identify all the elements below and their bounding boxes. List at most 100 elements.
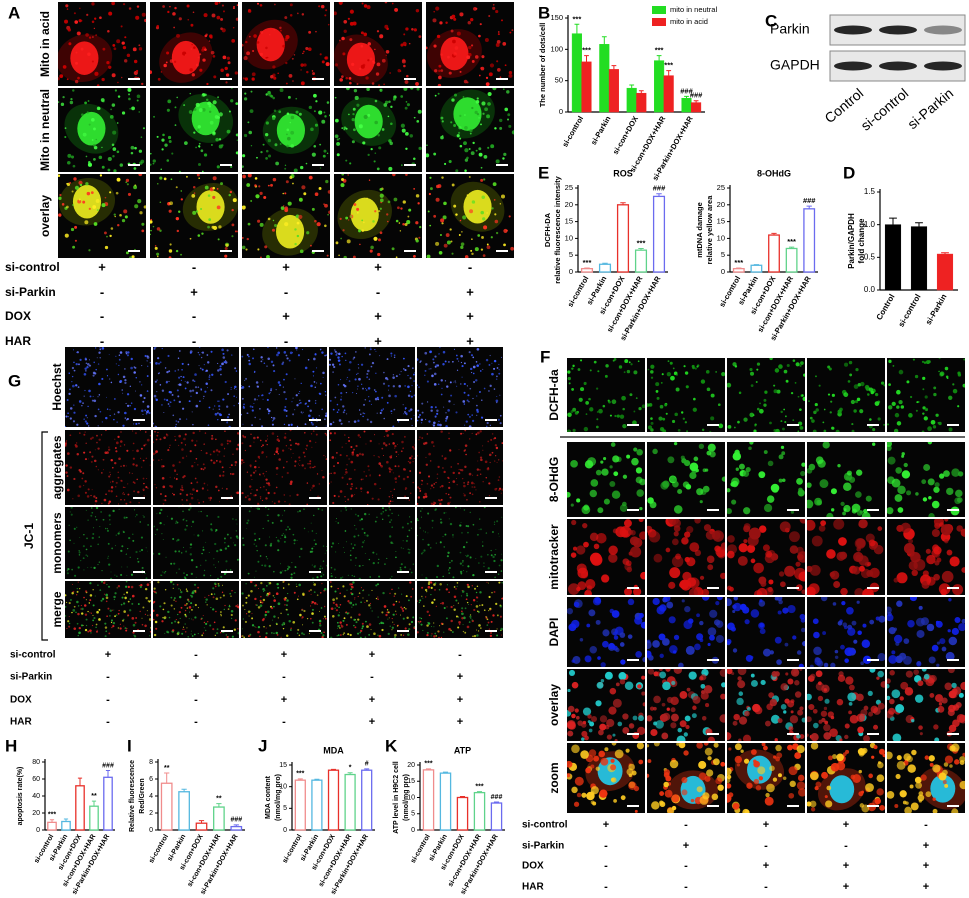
image-dot — [753, 429, 757, 432]
image-dot — [142, 127, 145, 130]
image-dot — [325, 62, 330, 67]
image-background — [417, 581, 503, 638]
image-dot — [422, 495, 426, 499]
image-dot — [392, 443, 394, 445]
image-dot — [323, 605, 326, 608]
image-dot — [426, 482, 429, 485]
image-dot — [68, 392, 71, 396]
image-dot — [241, 635, 243, 637]
image-dot — [869, 418, 872, 421]
image-dot — [113, 413, 116, 415]
image-dot — [395, 481, 397, 483]
image-dot — [419, 436, 421, 438]
image-dot — [67, 568, 70, 571]
image-dot — [475, 605, 479, 608]
image-dot — [392, 425, 395, 427]
image-dot — [301, 616, 304, 619]
image-dot — [418, 439, 420, 441]
image-dot — [442, 575, 444, 578]
image-dot — [357, 372, 359, 374]
image-dot — [190, 633, 192, 635]
image-dot — [490, 620, 493, 623]
image-dot — [464, 148, 469, 153]
image-dot — [339, 592, 341, 595]
image-dot — [277, 72, 279, 75]
image-dot — [223, 455, 225, 457]
image-dot — [334, 607, 336, 609]
image-dot — [330, 481, 332, 483]
image-dot — [226, 533, 229, 536]
image-dot — [334, 396, 337, 399]
image-dot — [135, 377, 138, 379]
image-dot — [162, 608, 165, 611]
image-dot — [476, 629, 478, 631]
image-dot — [350, 588, 353, 591]
image-dot — [360, 491, 362, 493]
image-dot — [312, 484, 315, 488]
image-dot — [201, 170, 204, 172]
image-dot — [91, 2, 95, 6]
image-dot — [392, 97, 396, 101]
image-dot — [339, 454, 342, 457]
image-dot — [92, 36, 94, 38]
image-dot — [69, 100, 74, 105]
image-content — [426, 88, 514, 172]
image-dot — [161, 476, 165, 480]
image-dot — [127, 548, 129, 550]
image-dot — [214, 542, 217, 546]
image-dot — [489, 634, 493, 638]
image-dot — [382, 454, 384, 456]
image-dot — [429, 350, 432, 354]
image-dot — [494, 576, 496, 579]
image-dot — [447, 569, 450, 571]
image-dot — [416, 120, 420, 123]
image-dot — [319, 624, 322, 627]
image-dot — [299, 391, 301, 393]
image-dot — [275, 486, 278, 489]
image-dot — [147, 524, 149, 526]
image-dot — [285, 528, 288, 531]
image-dot — [763, 450, 768, 454]
image-dot — [135, 390, 136, 392]
image-dot — [96, 357, 98, 359]
image-dot — [197, 633, 199, 635]
image-dot — [139, 430, 141, 431]
image-dot — [93, 459, 97, 463]
image-dot — [378, 558, 380, 560]
image-content — [807, 442, 876, 517]
image-dot — [177, 538, 180, 542]
nucleus — [354, 104, 383, 139]
image-dot — [388, 100, 391, 104]
image-dot — [85, 414, 88, 417]
image-dot — [133, 407, 137, 411]
image-dot — [95, 507, 99, 510]
image-dot — [109, 609, 112, 612]
image-dot — [167, 135, 172, 140]
image-dot — [246, 412, 248, 414]
image-dot — [440, 521, 443, 524]
image-dot — [453, 595, 457, 599]
image-dot — [453, 605, 455, 607]
image-dot — [392, 374, 395, 376]
image-dot — [79, 537, 81, 538]
image-dot — [316, 603, 318, 606]
micrograph — [150, 174, 238, 258]
image-dot — [141, 409, 144, 413]
image-dot — [237, 628, 239, 630]
image-dot — [379, 187, 383, 191]
image-dot — [126, 449, 129, 452]
image-dot — [356, 388, 358, 390]
image-dot — [204, 432, 207, 434]
image-dot — [105, 493, 107, 496]
image-dot — [224, 380, 227, 384]
image-dot — [850, 399, 856, 405]
image-dot — [156, 528, 159, 531]
image-dot — [260, 498, 262, 500]
image-dot — [872, 428, 876, 432]
image-dot — [76, 622, 79, 625]
image-dot — [225, 81, 228, 84]
image-dot — [291, 562, 293, 564]
image-dot — [507, 118, 510, 121]
image-dot — [408, 461, 412, 464]
image-dot — [270, 360, 274, 364]
